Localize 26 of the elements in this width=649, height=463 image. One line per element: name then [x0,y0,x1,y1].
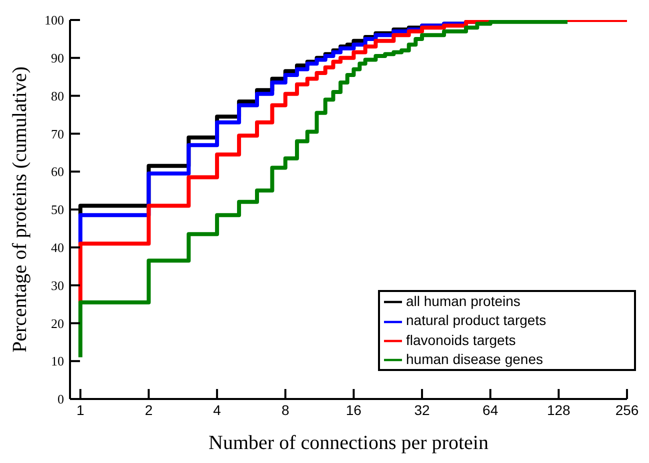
x-tick-label: 1 [76,402,84,418]
x-tick-label: 4 [213,402,222,418]
y-tick-label: 10 [51,354,64,369]
y-tick-label: 90 [51,50,64,66]
y-tick-label: 50 [51,202,64,218]
y-axis-title: Percentage of proteins (cumulative) [9,66,31,352]
legend-label: human disease genes [406,350,543,367]
x-tick-label: 8 [281,402,290,418]
x-tick-label: 256 [615,402,639,418]
y-tick-label: 0 [58,392,64,407]
y-tick-label: 30 [51,278,64,293]
legend-label: all human proteins [406,293,520,309]
legend-label: flavonoids targets [406,332,516,348]
x-axis-title: Number of connections per protein [208,432,488,454]
y-tick-label: 100 [44,12,64,28]
x-tick-label: 16 [346,402,362,418]
y-tick-label: 20 [51,316,64,331]
y-tick-label: 60 [51,164,64,180]
x-tick-label: 64 [482,402,498,418]
x-tick-label: 128 [546,402,571,418]
x-tick-label: 32 [414,402,430,418]
y-tick-label: 40 [51,240,64,256]
y-tick-label: 80 [51,88,64,104]
y-tick-label: 70 [51,126,64,142]
x-tick-label: 2 [144,402,153,418]
legend-label: natural product targets [406,312,546,328]
